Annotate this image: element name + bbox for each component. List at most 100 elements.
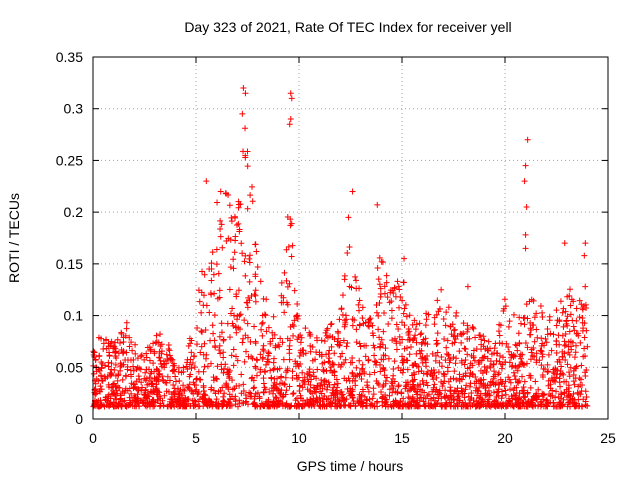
data-point: [319, 385, 326, 392]
data-point: [217, 387, 224, 394]
data-point: [314, 366, 321, 373]
data-point: [527, 356, 534, 363]
data-point: [516, 377, 523, 384]
data-point: [446, 359, 453, 366]
data-point: [359, 386, 366, 393]
data-point: [239, 339, 246, 346]
data-point: [552, 365, 559, 372]
data-point: [535, 393, 542, 400]
data-point: [365, 356, 372, 363]
data-point: [338, 361, 345, 368]
data-point: [572, 349, 579, 356]
data-point: [239, 110, 246, 117]
data-point: [363, 403, 370, 410]
data-point: [261, 311, 268, 318]
data-point: [503, 340, 510, 347]
data-point: [573, 305, 580, 312]
data-point: [470, 325, 477, 332]
data-point: [180, 401, 187, 408]
data-point: [402, 385, 409, 392]
data-point: [565, 382, 572, 389]
data-point: [329, 360, 336, 367]
data-point: [332, 388, 339, 395]
data-point: [289, 242, 296, 249]
data-point: [244, 205, 251, 212]
data-point: [231, 249, 238, 256]
data-point: [339, 292, 346, 299]
data-point: [152, 399, 159, 406]
data-point: [556, 401, 563, 408]
data-point: [246, 255, 253, 262]
data-point: [508, 354, 515, 361]
data-point: [452, 360, 459, 367]
data-point: [148, 381, 155, 388]
data-point: [384, 294, 391, 301]
data-point: [413, 339, 420, 346]
data-point: [135, 373, 142, 380]
data-point: [281, 309, 288, 316]
data-point: [487, 364, 494, 371]
data-point: [523, 203, 530, 210]
data-point: [128, 390, 135, 397]
data-point: [290, 390, 297, 397]
data-point: [365, 388, 372, 395]
data-point: [376, 281, 383, 288]
data-point: [346, 377, 353, 384]
data-point: [369, 330, 376, 337]
data-point: [584, 343, 591, 350]
data-point: [269, 390, 276, 397]
data-point: [223, 382, 230, 389]
data-point: [581, 345, 588, 352]
data-point: [576, 314, 583, 321]
y-tick-label: 0.25: [56, 152, 83, 168]
data-point: [507, 386, 514, 393]
data-point: [160, 377, 167, 384]
data-point: [523, 301, 530, 308]
data-point: [578, 301, 585, 308]
data-point: [577, 339, 584, 346]
data-point: [286, 356, 293, 363]
data-point: [243, 299, 250, 306]
data-point: [331, 350, 338, 357]
data-point: [107, 369, 114, 376]
data-point: [524, 315, 531, 322]
data-point: [230, 256, 237, 263]
data-point: [334, 328, 341, 335]
data-point: [345, 214, 352, 221]
data-point: [401, 345, 408, 352]
data-point: [427, 402, 434, 409]
data-point: [200, 388, 207, 395]
data-point: [143, 350, 150, 357]
data-point: [93, 368, 100, 375]
data-point: [161, 360, 168, 367]
data-point: [294, 301, 301, 308]
data-point: [524, 344, 531, 351]
data-point: [403, 357, 410, 364]
data-point: [288, 402, 295, 409]
data-point: [438, 354, 445, 361]
data-point: [134, 391, 141, 398]
data-point: [323, 378, 330, 385]
data-point: [214, 376, 221, 383]
data-point: [451, 368, 458, 375]
data-point: [392, 293, 399, 300]
data-point: [406, 351, 413, 358]
data-point: [258, 320, 265, 327]
data-point: [248, 353, 255, 360]
data-point: [571, 381, 578, 388]
data-point: [579, 381, 586, 388]
data-point: [251, 384, 258, 391]
data-point: [553, 349, 560, 356]
data-point: [570, 298, 577, 305]
data-point: [350, 373, 357, 380]
data-point: [331, 336, 338, 343]
data-point: [204, 363, 211, 370]
data-point: [410, 397, 417, 404]
data-point: [147, 388, 154, 395]
data-point: [424, 353, 431, 360]
data-point: [356, 297, 363, 304]
data-point: [325, 395, 332, 402]
data-point: [464, 336, 471, 343]
data-point: [371, 344, 378, 351]
data-point: [352, 403, 359, 410]
